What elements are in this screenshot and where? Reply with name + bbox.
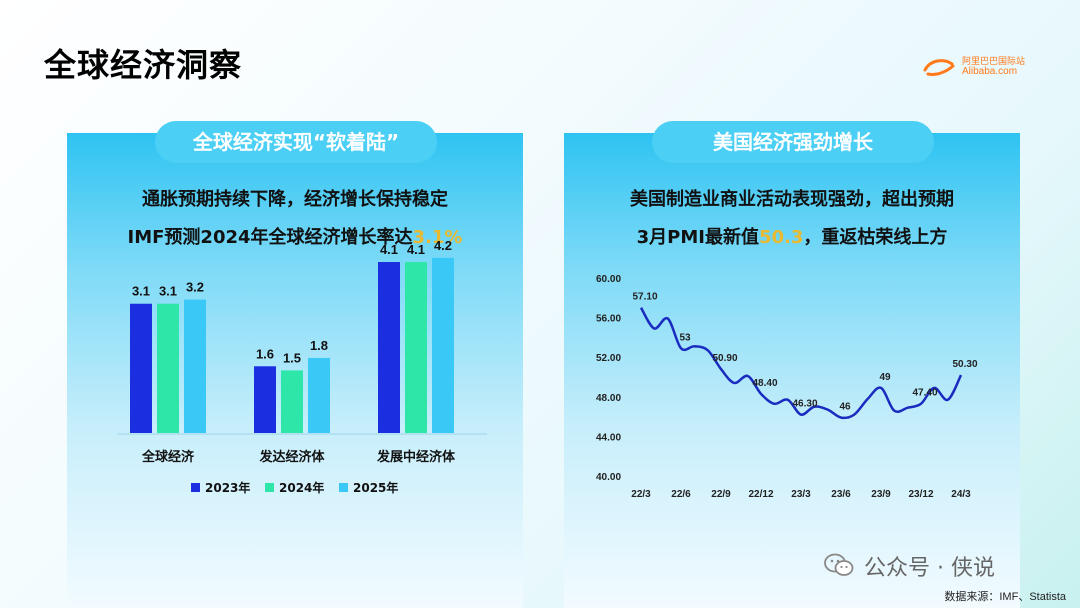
wechat-icon xyxy=(824,553,854,576)
pmi-line xyxy=(639,307,963,420)
bar xyxy=(254,366,276,433)
x-tick-label: 22/9 xyxy=(711,489,731,500)
page-title: 全球经济洞察 xyxy=(44,46,243,84)
bar xyxy=(405,262,427,433)
category-label: 发达经济体 xyxy=(258,449,325,465)
category-label: 全球经济 xyxy=(141,449,195,465)
left-line2-highlight: 3.1% xyxy=(412,227,463,248)
x-tick-label: 22/12 xyxy=(748,489,773,500)
point-label: 57.10 xyxy=(632,292,657,303)
x-tick-label: 22/6 xyxy=(671,489,691,500)
logo-text-en: Alibaba.com xyxy=(962,66,1018,77)
y-tick-label: 40.00 xyxy=(596,472,621,483)
point-label: 46.30 xyxy=(792,399,817,410)
x-tick-label: 23/6 xyxy=(831,489,851,500)
right-panel: 美国经济强劲增长 美国制造业商业活动表现强劲，超出预期 3月PMI最新值50.3… xyxy=(564,121,1020,608)
bar-value-label: 4.1 xyxy=(380,242,398,257)
bar-value-label: 3.2 xyxy=(186,280,204,295)
point-label: 49 xyxy=(879,372,891,383)
bar xyxy=(308,357,330,433)
alibaba-logo: 阿里巴巴国际站 Alibaba.com xyxy=(922,54,1052,84)
left-panel: 全球经济实现“软着陆” 通胀预期持续下降，经济增长保持稳定 IMF预测2024年… xyxy=(67,121,523,608)
line-chart: 40.00 44.00 48.00 52.00 56.00 60.00 22/3 22/6 22… xyxy=(596,274,978,500)
data-source: 数据来源：IMF、Statista xyxy=(944,591,1066,603)
right-panel-tab: 美国经济强劲增长 xyxy=(652,121,934,163)
bar xyxy=(378,262,400,433)
bar xyxy=(281,370,303,433)
bar-value-label: 3.1 xyxy=(159,284,177,299)
right-line2-suffix: ，重返枯荣线上方 xyxy=(803,227,948,248)
bar xyxy=(130,303,152,433)
category-label: 发展中经济体 xyxy=(376,449,456,465)
right-panel-line1: 美国制造业商业活动表现强劲，超出预期 xyxy=(630,189,954,210)
bar xyxy=(184,299,206,433)
point-label: 50.90 xyxy=(712,353,737,364)
point-label: 50.30 xyxy=(952,359,977,370)
alibaba-smile-icon xyxy=(923,59,955,76)
right-line2-prefix: 3月PMI最新值 xyxy=(636,227,759,248)
bar-value-label: 1.5 xyxy=(283,350,301,365)
right-line2-highlight: 50.3 xyxy=(758,227,804,248)
logo-text-cn: 阿里巴巴国际站 xyxy=(962,57,1026,67)
bar-value-label: 3.1 xyxy=(132,284,150,299)
x-tick-label: 23/12 xyxy=(908,489,933,500)
legend-swatch xyxy=(191,483,200,492)
left-panel-line2: IMF预测2024年全球经济增长率达3.1% xyxy=(67,223,523,249)
left-panel-tab: 全球经济实现“软着陆” xyxy=(155,121,437,163)
point-label: 53 xyxy=(679,332,691,343)
watermark: 公众号 · 侠说 xyxy=(824,550,1054,581)
x-tick-label: 22/3 xyxy=(631,489,651,500)
point-label: 47.40 xyxy=(912,388,937,399)
left-line2-prefix: IMF预测2024年全球经济增长率达 xyxy=(127,227,413,248)
legend-swatch xyxy=(339,483,348,492)
point-label: 46 xyxy=(839,402,851,413)
y-tick-label: 52.00 xyxy=(596,353,621,364)
bar-value-label: 1.8 xyxy=(310,338,328,353)
bar xyxy=(432,257,454,433)
x-tick-label: 23/9 xyxy=(871,489,891,500)
legend-label: 2023年 xyxy=(205,480,250,495)
y-tick-label: 48.00 xyxy=(596,393,621,404)
bar xyxy=(157,303,179,433)
bar-value-label: 4.2 xyxy=(434,238,452,253)
bar-value-label: 4.1 xyxy=(407,242,425,257)
legend-swatch xyxy=(265,483,274,492)
right-panel-line2: 3月PMI最新值50.3，重返枯荣线上方 xyxy=(564,223,1020,249)
left-panel-line1: 通胀预期持续下降，经济增长保持稳定 xyxy=(142,189,448,210)
legend-label: 2024年 xyxy=(279,480,324,495)
y-tick-label: 44.00 xyxy=(596,432,621,443)
y-tick-label: 60.00 xyxy=(596,274,621,285)
bar-chart: 3.1 3.1 3.2 全球经济 1.6 1.5 1.8 发达经济体 4.1 4.1 4.2 发展中经… xyxy=(117,238,487,495)
x-tick-label: 24/3 xyxy=(951,489,971,500)
bar-value-label: 1.6 xyxy=(256,346,274,361)
point-label: 48.40 xyxy=(752,378,777,389)
x-tick-label: 23/3 xyxy=(791,489,811,500)
y-tick-label: 56.00 xyxy=(596,314,621,325)
legend-label: 2025年 xyxy=(353,480,398,495)
watermark-text: 公众号 · 侠说 xyxy=(864,556,995,581)
